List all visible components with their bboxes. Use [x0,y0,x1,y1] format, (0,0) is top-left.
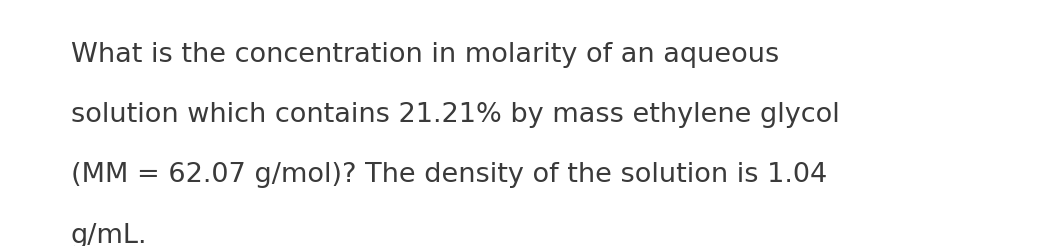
Text: solution which contains 21.21% by mass ethylene glycol: solution which contains 21.21% by mass e… [71,102,839,128]
Text: (MM = 62.07 g/mol)? The density of the solution is 1.04: (MM = 62.07 g/mol)? The density of the s… [71,162,827,188]
Text: What is the concentration in molarity of an aqueous: What is the concentration in molarity of… [71,42,779,68]
Text: g/mL.: g/mL. [71,223,147,246]
